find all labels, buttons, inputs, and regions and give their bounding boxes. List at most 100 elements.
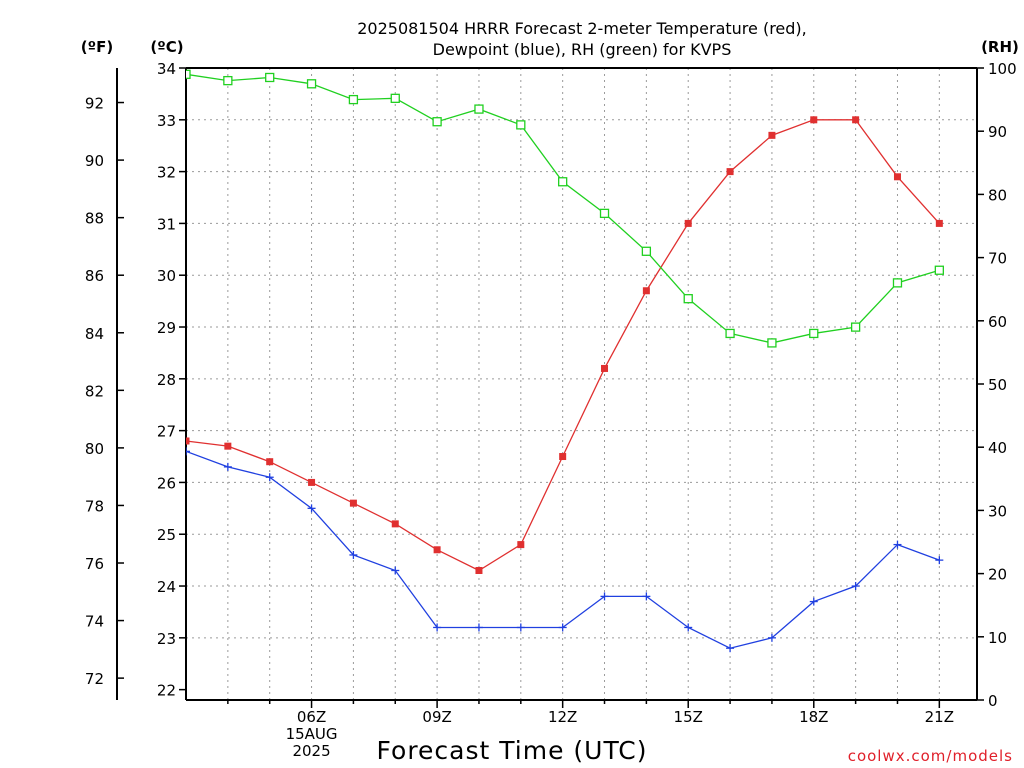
dewpoint-point	[726, 644, 735, 653]
dewpoint-point	[600, 592, 609, 601]
chart-title-line-1: 2025081504 HRRR Forecast 2-meter Tempera…	[357, 19, 807, 38]
x-tick-label: 15Z	[674, 708, 703, 726]
fahrenheit-tick-label: 78	[85, 497, 104, 515]
temperature-point	[684, 219, 692, 227]
dewpoint-point	[516, 623, 525, 632]
rh-point	[186, 69, 191, 79]
temperature-point	[308, 478, 316, 486]
fahrenheit-tick-label: 86	[85, 267, 104, 285]
rh-tick-label: 70	[988, 250, 1007, 268]
dewpoint-point	[851, 582, 860, 591]
celsius-tick-label: 27	[157, 423, 176, 441]
celsius-tick-label: 25	[157, 526, 176, 544]
rh-point	[223, 75, 233, 86]
dewpoint-point	[474, 623, 483, 632]
dewpoint-point	[391, 566, 400, 575]
fahrenheit-tick-label: 72	[85, 670, 104, 688]
rh-tick-label: 40	[988, 439, 1007, 457]
x-tick-label: 15AUG	[286, 725, 338, 743]
data-series	[186, 69, 944, 653]
temperature-point	[810, 116, 818, 124]
celsius-tick-label: 32	[157, 164, 176, 182]
dewpoint-point	[684, 623, 693, 632]
rh-tick-label: 30	[988, 502, 1007, 520]
axes	[116, 67, 984, 708]
rh-point	[767, 338, 777, 348]
rh-tick-label: 0	[988, 692, 998, 710]
celsius-tick-label: 24	[157, 578, 176, 596]
rh-point	[516, 120, 526, 130]
temperature-point	[391, 520, 399, 528]
fahrenheit-tick-label: 74	[85, 613, 104, 631]
grid-lines	[186, 67, 977, 700]
rh-point	[348, 94, 359, 105]
rh-point	[683, 294, 693, 304]
temperature-point	[266, 458, 274, 466]
fahrenheit-tick-label: 80	[85, 440, 104, 458]
dewpoint-point	[642, 592, 651, 601]
celsius-unit-label: (ºC)	[150, 38, 183, 56]
x-tick-label: 09Z	[422, 708, 451, 726]
fahrenheit-tick-label: 84	[85, 325, 104, 343]
celsius-tick-label: 22	[157, 682, 176, 700]
x-tick-label: 06Z	[297, 708, 326, 726]
chart-title-line-2: Dewpoint (blue), RH (green) for KVPS	[433, 40, 732, 59]
rh-tick-label: 50	[988, 376, 1007, 394]
temperature-point	[852, 116, 860, 124]
celsius-tick-label: 33	[157, 112, 176, 130]
fahrenheit-tick-label: 76	[85, 555, 104, 573]
rh-point	[850, 322, 861, 332]
dewpoint-point	[349, 550, 358, 559]
rh-point	[432, 117, 442, 127]
temperature-point	[642, 287, 650, 295]
rh-tick-label: 20	[988, 566, 1007, 584]
rh-point	[934, 265, 944, 275]
rh-tick-label: 60	[988, 313, 1007, 331]
rh-tick-label: 10	[988, 629, 1007, 647]
dewpoint-point	[809, 597, 818, 606]
celsius-tick-label: 31	[157, 215, 176, 233]
fahrenheit-tick-label: 88	[85, 210, 104, 228]
rh-point	[390, 93, 400, 103]
credit-text: coolwx.com/models	[848, 747, 1013, 765]
temperature-point	[726, 168, 734, 176]
fahrenheit-tick-label: 82	[85, 382, 104, 400]
rh-tick-label: 100	[988, 60, 1017, 78]
rh-point	[641, 246, 652, 256]
celsius-tick-label: 29	[157, 319, 176, 337]
x-tick-label: 2025	[292, 742, 330, 760]
temperature-point	[349, 499, 357, 507]
temperature-point	[475, 566, 483, 574]
celsius-tick-label: 34	[157, 60, 176, 78]
celsius-tick-label: 23	[157, 630, 176, 648]
temperature-point	[768, 131, 776, 139]
x-tick-label: 21Z	[925, 708, 954, 726]
rh-point	[306, 79, 317, 89]
celsius-tick-label: 26	[157, 474, 176, 492]
fahrenheit-tick-label: 92	[85, 95, 104, 113]
dewpoint-point	[558, 623, 567, 632]
temperature-point	[893, 173, 901, 181]
rh-point	[725, 328, 735, 339]
temperature-point	[517, 541, 525, 549]
dewpoint-point	[433, 623, 442, 632]
celsius-tick-label: 28	[157, 371, 176, 389]
temperature-point	[601, 364, 609, 372]
temperature-point	[433, 546, 441, 554]
temperature-series	[186, 116, 943, 574]
x-axis-label: Forecast Time (UTC)	[377, 736, 648, 765]
x-tick-label: 12Z	[548, 708, 577, 726]
rh-point	[892, 278, 903, 288]
temperature-point	[186, 437, 190, 445]
rh-tick-label: 90	[988, 123, 1007, 141]
dewpoint-point	[935, 556, 944, 565]
temperature-point	[935, 219, 943, 227]
temperature-point	[224, 442, 232, 450]
rh-point	[599, 208, 610, 219]
temperature-point	[559, 453, 567, 461]
rh-point	[265, 72, 275, 83]
rh-series	[186, 69, 944, 348]
rh-point	[809, 328, 819, 339]
rh-point	[558, 177, 568, 187]
